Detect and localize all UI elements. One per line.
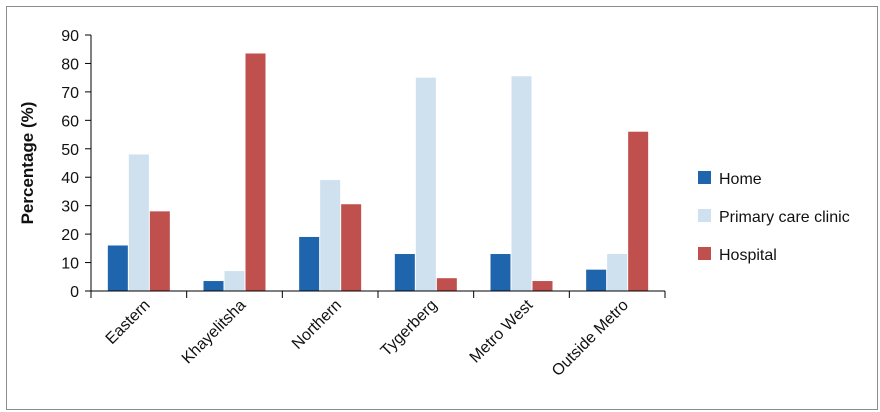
x-axis-labels: Eastern Khayelitsha Northern Tygerberg Metro…	[90, 291, 666, 380]
x-tick-label: Metro West	[467, 296, 537, 366]
y-tick-label: 40	[61, 170, 79, 187]
legend-swatch	[698, 247, 711, 260]
bar-hospital	[436, 278, 457, 291]
bar-primary-care-clinic	[224, 271, 245, 291]
y-tick-label: 0	[70, 284, 79, 301]
bar-primary-care-clinic	[607, 254, 628, 291]
bar-hospital	[532, 281, 553, 291]
y-tick-label: 70	[61, 85, 79, 102]
legend-label: Home	[719, 171, 762, 188]
chart-frame	[6, 6, 878, 410]
y-axis-ticks: 0 10 20 30 40 50 60 70 80 90	[61, 28, 91, 301]
legend-swatch	[698, 171, 711, 184]
y-tick-label: 60	[61, 113, 79, 130]
bar-hospital	[149, 211, 170, 291]
bar-home	[490, 254, 511, 291]
bar-home	[107, 245, 128, 291]
bar-home	[394, 254, 415, 291]
x-tick-label: Khayelitsha	[179, 297, 250, 368]
x-tick-label: Eastern	[103, 297, 154, 348]
y-tick-label: 20	[61, 227, 79, 244]
bar-hospital	[628, 131, 649, 291]
y-tick-label: 30	[61, 199, 79, 216]
y-tick-label: 80	[61, 56, 79, 73]
bars	[107, 53, 649, 292]
bar-home	[203, 281, 224, 291]
y-tick-label: 90	[61, 28, 79, 45]
bar-primary-care-clinic	[320, 180, 341, 291]
bar-primary-care-clinic	[128, 154, 149, 291]
x-tick-label: Tygerberg	[378, 297, 441, 360]
y-tick-label: 10	[61, 256, 79, 273]
bar-home	[299, 236, 320, 291]
bar-home	[586, 269, 607, 291]
bar-hospital	[341, 204, 362, 291]
y-axis-title: Percentage (%)	[18, 102, 37, 225]
bar-primary-care-clinic	[415, 77, 436, 292]
x-tick-label: Outside Metro	[549, 297, 632, 380]
legend: Home Primary care clinic Hospital	[698, 171, 850, 264]
legend-swatch	[698, 209, 711, 222]
y-tick-label: 50	[61, 142, 79, 159]
x-tick-label: Northern	[289, 297, 345, 353]
bar-hospital	[245, 53, 266, 291]
bar-primary-care-clinic	[511, 76, 532, 291]
legend-label: Primary care clinic	[719, 209, 850, 226]
legend-label: Hospital	[719, 247, 777, 264]
